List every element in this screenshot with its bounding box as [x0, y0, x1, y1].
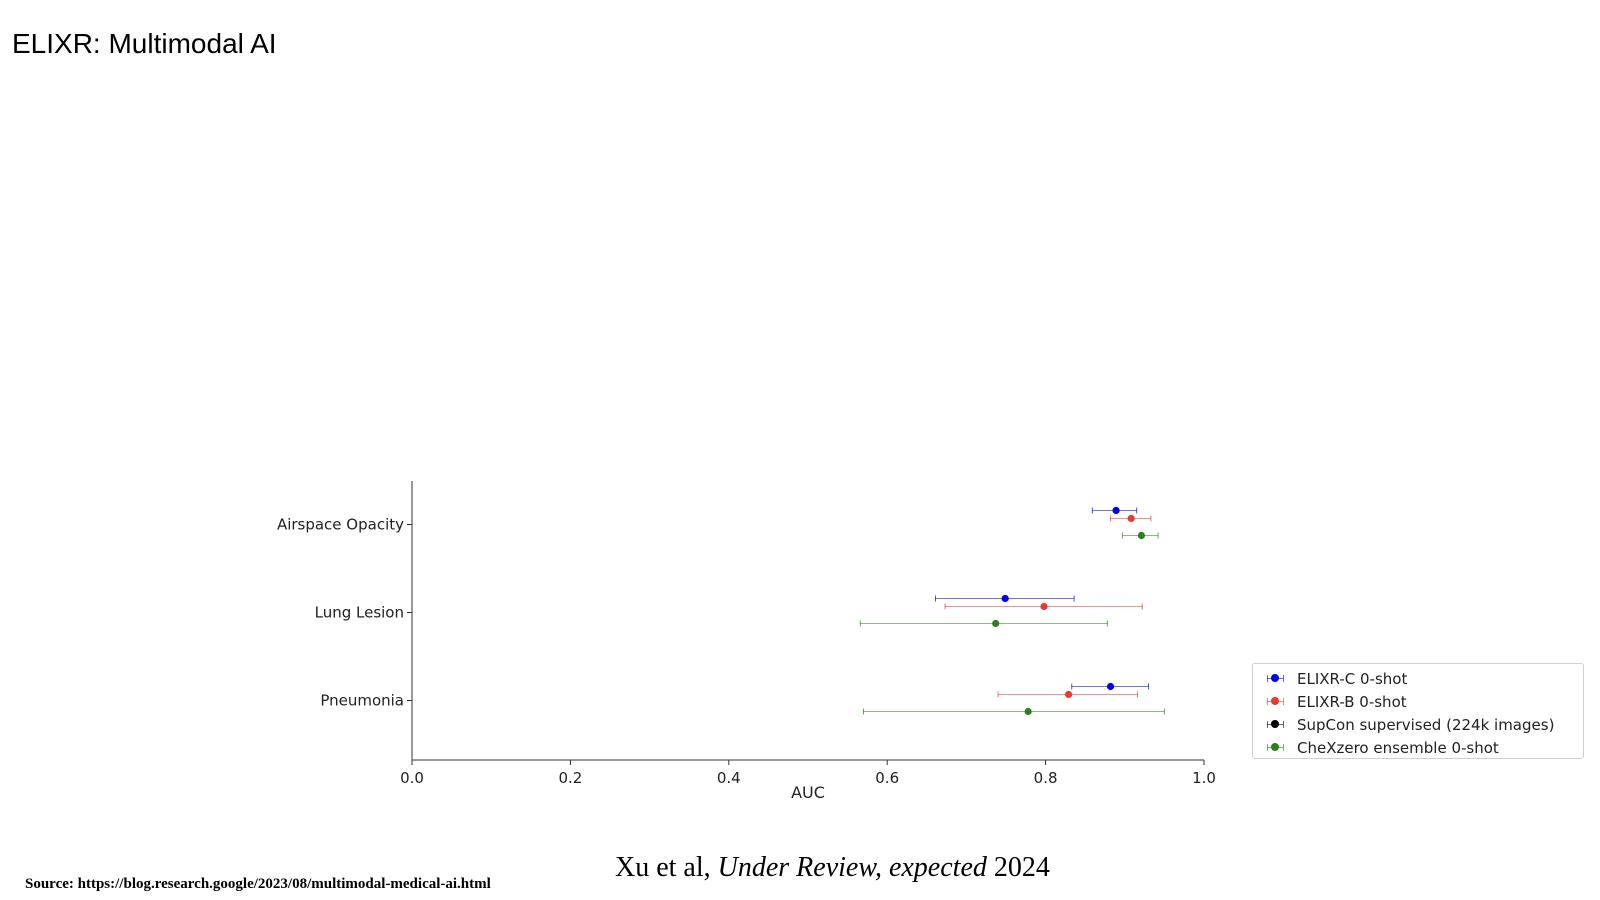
legend-item: ELIXR-C 0-shot	[1253, 667, 1583, 690]
data-point	[1137, 531, 1146, 540]
x-tick-label: 0.2	[558, 769, 582, 787]
legend-label: ELIXR-C 0-shot	[1297, 669, 1408, 688]
citation-authors: Xu et al	[615, 852, 704, 883]
data-point-group	[1071, 682, 1150, 691]
x-axis-label: AUC	[791, 783, 825, 802]
data-point-group	[935, 594, 1075, 603]
category-label: Airspace Opacity	[277, 516, 404, 534]
data-point-group	[1091, 506, 1138, 515]
legend-item: ELIXR-B 0-shot	[1253, 690, 1583, 713]
data-point-group	[1110, 514, 1152, 523]
data-point	[1001, 594, 1009, 603]
data-point-group	[1121, 531, 1159, 540]
legend-marker	[1263, 667, 1297, 690]
source-note: Source: https://blog.research.google/202…	[25, 876, 491, 892]
legend-label: SupCon supervised (224k images)	[1297, 715, 1555, 734]
legend-label: CheXzero ensemble 0-shot	[1297, 738, 1499, 757]
x-tick-label: 0.4	[717, 769, 741, 787]
data-point	[1064, 690, 1073, 699]
legend-item: SupCon supervised (224k images)	[1253, 713, 1583, 736]
data-point-group	[997, 690, 1138, 699]
data-point	[1112, 506, 1120, 515]
citation-separator: ,	[703, 852, 718, 883]
data-point-group	[862, 707, 1165, 716]
x-tick-label: 0.0	[400, 769, 424, 787]
legend-label: ELIXR-B 0-shot	[1297, 692, 1407, 711]
x-tick-label: 1.0	[1192, 769, 1216, 787]
legend-marker	[1263, 690, 1297, 713]
citation-venue: Under Review, expected	[717, 852, 987, 883]
x-tick-label: 0.8	[1034, 769, 1058, 787]
data-point	[992, 619, 1000, 628]
slide-title: ELIXR: Multimodal AI	[12, 28, 277, 59]
auc-chart: 0.0 0.2 0.4 0.6 0.8 1.0 Airspace Opacity Lung …	[277, 481, 1216, 802]
citation-year: 2024	[986, 852, 1050, 883]
legend-marker	[1263, 736, 1297, 759]
data-point	[1040, 602, 1048, 611]
data-point	[1024, 707, 1032, 716]
data-point-group	[859, 619, 1108, 628]
x-tick-label: 0.6	[875, 769, 899, 787]
citation: Xu et al, Under Review, expected 2024	[615, 852, 1050, 884]
category-labels: Airspace Opacity Lung Lesion Pneumonia	[277, 516, 412, 710]
x-ticks: 0.0 0.2 0.4 0.6 0.8 1.0	[400, 760, 1216, 787]
legend-item: CheXzero ensemble 0-shot	[1253, 736, 1583, 759]
legend-marker	[1263, 713, 1297, 736]
category-label: Lung Lesion	[315, 604, 404, 622]
data-point-group	[944, 602, 1143, 611]
category-label: Pneumonia	[320, 692, 404, 710]
legend: ELIXR-C 0-shot ELIXR-B 0-shot SupCon super…	[1252, 663, 1584, 759]
data-point	[1106, 682, 1115, 691]
chart-marks	[859, 506, 1165, 716]
chart-axes	[411, 481, 1204, 761]
data-point	[1127, 514, 1135, 523]
